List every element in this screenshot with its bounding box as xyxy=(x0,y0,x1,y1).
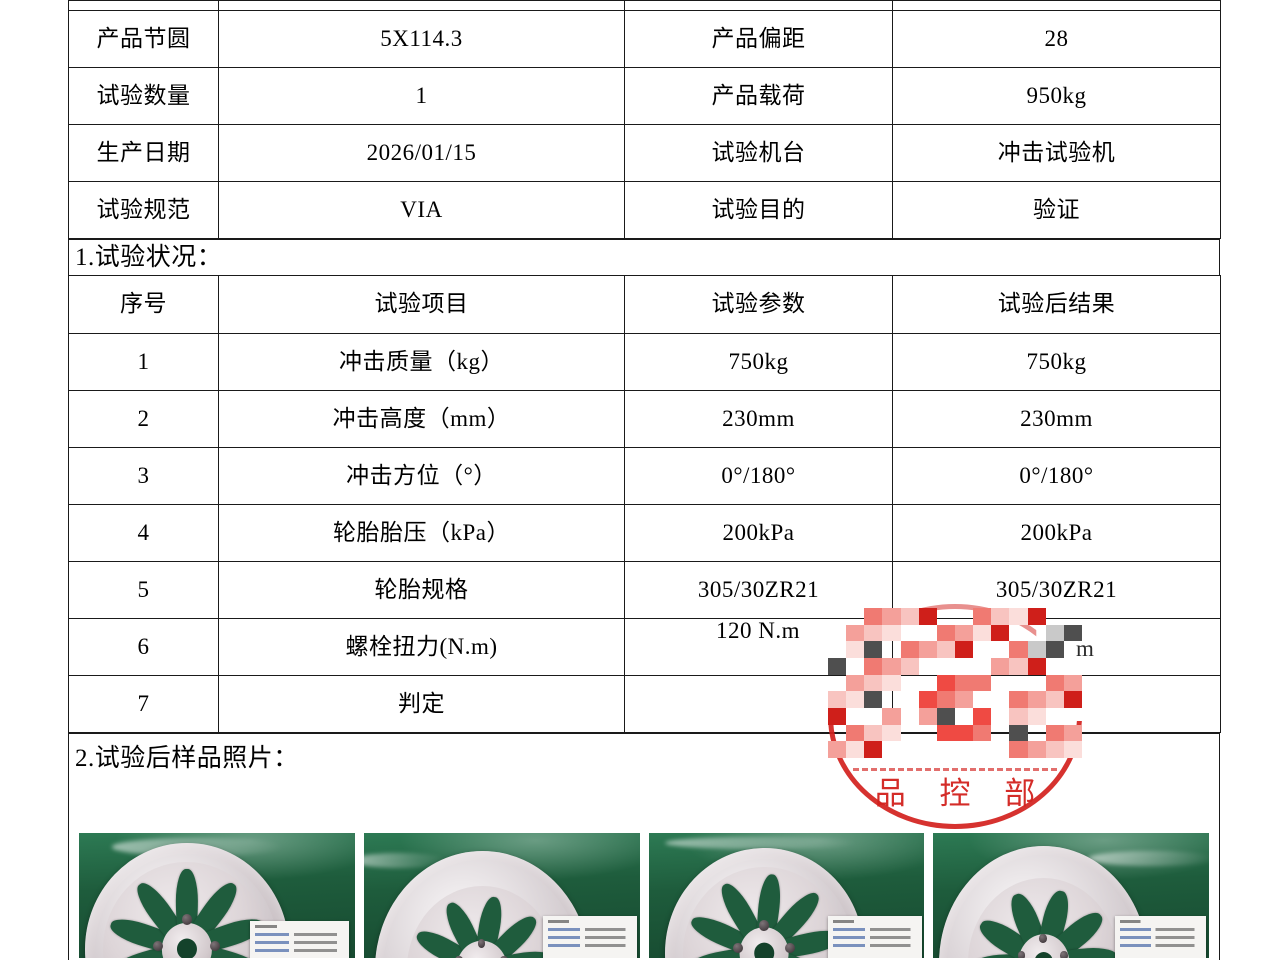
info-label: 试验规范 xyxy=(68,181,219,239)
row-result: 305/30ZR21 xyxy=(892,561,1221,619)
column-header-param: 试验参数 xyxy=(624,275,893,334)
row-result: 200kPa xyxy=(892,504,1221,562)
info-label: 试验数量 xyxy=(68,67,219,125)
row-item: 判定 xyxy=(218,675,625,733)
table-header-row: 序号 试验项目 试验参数 试验后结果 xyxy=(68,275,1221,334)
censored-unit-fragment: m xyxy=(1076,636,1094,661)
test-condition-table: 序号 试验项目 试验参数 试验后结果 1 冲击质量（kg） 750kg 750k… xyxy=(68,275,1221,733)
row-no: 2 xyxy=(68,390,219,448)
column-header-item: 试验项目 xyxy=(218,275,625,334)
sample-photo-strip xyxy=(68,833,1220,960)
row-result: 230mm xyxy=(892,390,1221,448)
info-label: 生产日期 xyxy=(68,124,219,182)
clipped-cell-1 xyxy=(68,0,219,11)
row-param: 230mm xyxy=(624,390,893,448)
sample-photo[interactable] xyxy=(933,833,1209,958)
row-item: 螺栓扭力(N.m) xyxy=(218,618,625,676)
row-param: 305/30ZR21 xyxy=(624,561,893,619)
sample-label-card xyxy=(249,920,350,958)
section1-caption: 1.试验状况： xyxy=(68,239,1220,275)
clipped-cell-2 xyxy=(218,0,625,11)
product-info-table: 产品节圆 5X114.3 产品偏距 28 试验数量 1 产品载荷 950kg 生… xyxy=(68,0,1221,239)
table-row: 生产日期 2026/01/15 试验机台 冲击试验机 xyxy=(68,124,1221,182)
row-item: 轮胎规格 xyxy=(218,561,625,619)
column-header-no: 序号 xyxy=(68,275,219,334)
row-param: 0°/180° xyxy=(624,447,893,505)
info-value: 28 xyxy=(892,10,1221,68)
bolt-torque-param-value: 120 N.m xyxy=(716,618,800,643)
row-item: 轮胎胎压（kPa） xyxy=(218,504,625,562)
row-result: 750kg xyxy=(892,333,1221,391)
clipped-cell-3 xyxy=(624,0,893,11)
photo-glare xyxy=(665,836,859,850)
table-row: 2 冲击高度（mm） 230mm 230mm xyxy=(68,390,1221,448)
info-label: 试验目的 xyxy=(624,181,893,239)
info-value: 冲击试验机 xyxy=(892,124,1221,182)
row-no: 3 xyxy=(68,447,219,505)
info-label: 试验机台 xyxy=(624,124,893,182)
info-label: 产品偏距 xyxy=(624,10,893,68)
table-row-clipped xyxy=(68,0,1221,11)
row-param xyxy=(624,675,893,733)
row-param: 200kPa xyxy=(624,504,893,562)
table-row: 产品节圆 5X114.3 产品偏距 28 xyxy=(68,10,1221,68)
row-no: 5 xyxy=(68,561,219,619)
sample-photo[interactable] xyxy=(363,833,640,958)
column-header-result: 试验后结果 xyxy=(892,275,1221,334)
info-label: 产品载荷 xyxy=(624,67,893,125)
section2-caption: 2.试验后样品照片： xyxy=(75,745,299,772)
info-value: 1 xyxy=(218,67,625,125)
info-value: 950kg xyxy=(892,67,1221,125)
row-no: 4 xyxy=(68,504,219,562)
row-result xyxy=(892,675,1221,733)
table-row: 5 轮胎规格 305/30ZR21 305/30ZR21 xyxy=(68,561,1221,619)
row-item: 冲击方位（°） xyxy=(218,447,625,505)
sample-label-card xyxy=(1115,915,1207,958)
row-result: 0°/180° xyxy=(892,447,1221,505)
info-value: 验证 xyxy=(892,181,1221,239)
wheel-image xyxy=(84,843,289,958)
report-body: 产品节圆 5X114.3 产品偏距 28 试验数量 1 产品载荷 950kg 生… xyxy=(68,0,1221,960)
row-result xyxy=(892,618,1221,676)
info-value: 5X114.3 xyxy=(218,10,625,68)
row-item: 冲击高度（mm） xyxy=(218,390,625,448)
sample-photo[interactable] xyxy=(79,833,355,958)
info-value: VIA xyxy=(218,181,625,239)
table-row: 4 轮胎胎压（kPa） 200kPa 200kPa xyxy=(68,504,1221,562)
row-item: 冲击质量（kg） xyxy=(218,333,625,391)
photo-glare xyxy=(363,853,447,868)
row-no: 7 xyxy=(68,675,219,733)
table-row: 7 判定 xyxy=(68,675,1221,733)
table-row: 3 冲击方位（°） 0°/180° 0°/180° xyxy=(68,447,1221,505)
info-value: 2026/01/15 xyxy=(218,124,625,182)
row-no: 1 xyxy=(68,333,219,391)
sample-label-card xyxy=(827,915,922,958)
table-row: 1 冲击质量（kg） 750kg 750kg xyxy=(68,333,1221,391)
section2-caption-box: 2.试验后样品照片： xyxy=(68,733,1220,833)
row-param: 750kg xyxy=(624,333,893,391)
info-label: 产品节圆 xyxy=(68,10,219,68)
sample-label-card xyxy=(543,915,637,958)
row-no: 6 xyxy=(68,618,219,676)
table-row: 试验数量 1 产品载荷 950kg xyxy=(68,67,1221,125)
table-row: 试验规范 VIA 试验目的 验证 xyxy=(68,181,1221,239)
photo-glare xyxy=(1087,850,1209,866)
sample-photo[interactable] xyxy=(648,833,925,958)
clipped-cell-4 xyxy=(892,0,1221,11)
